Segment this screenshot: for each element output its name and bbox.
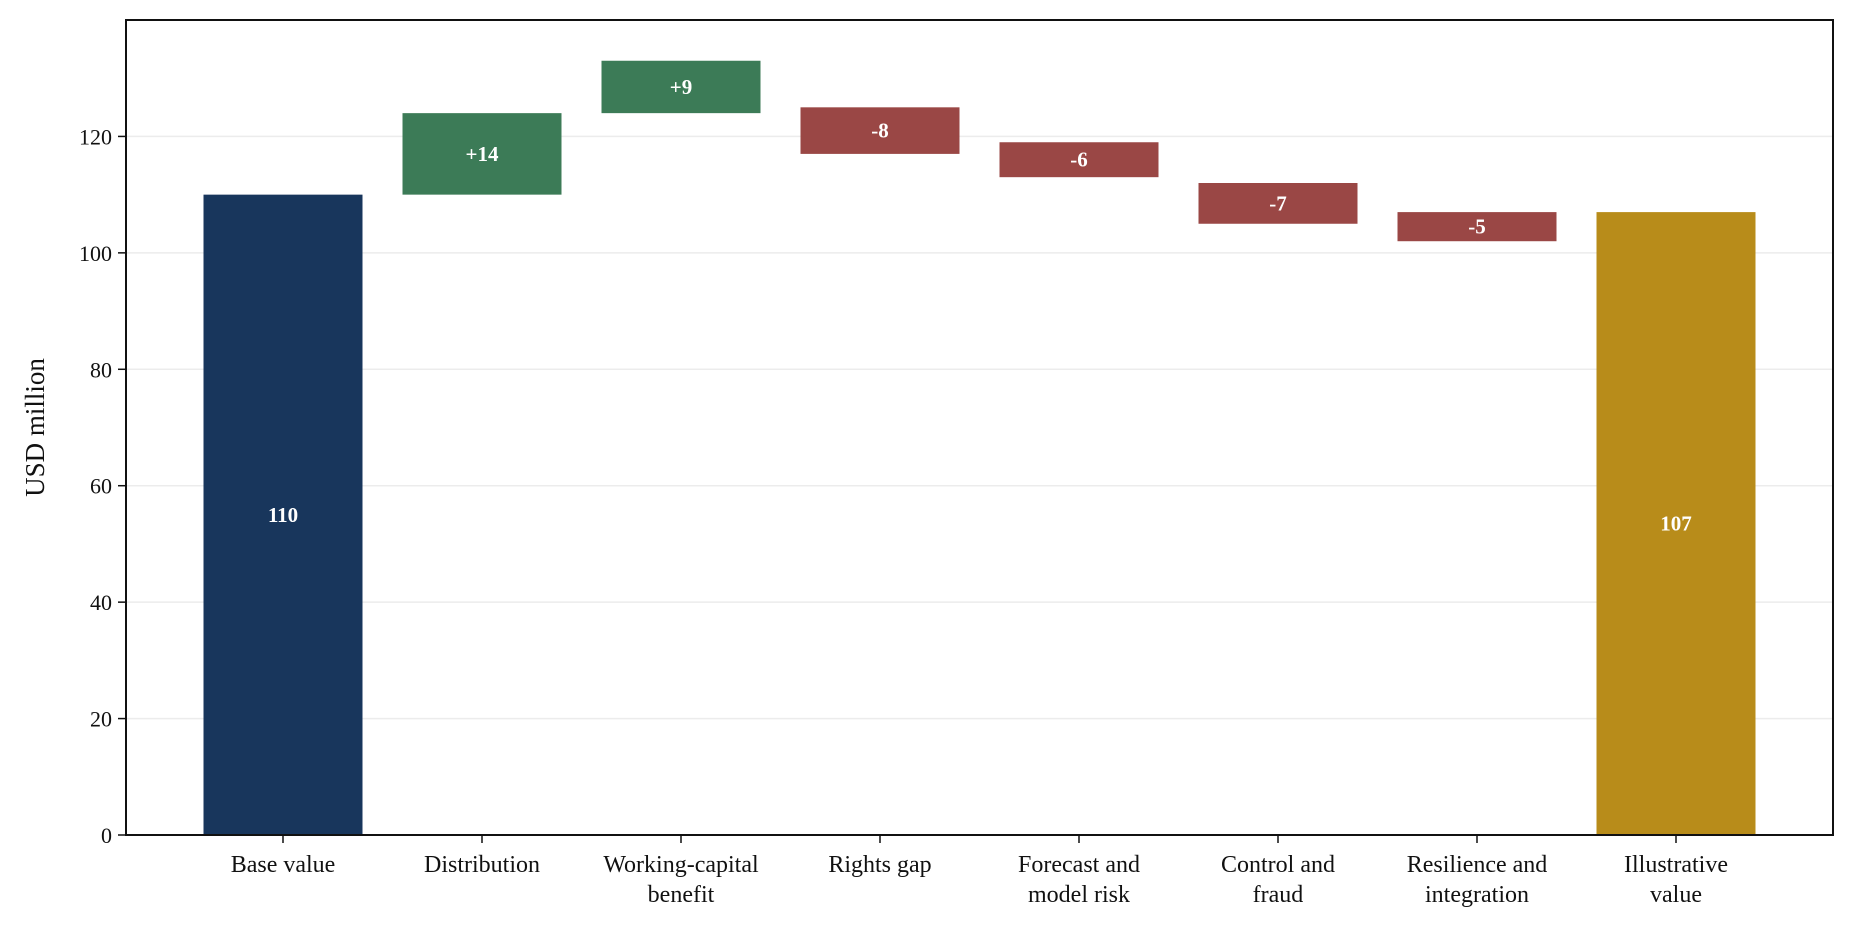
- x-tick-label-line: fraud: [1253, 882, 1304, 908]
- y-axis-title: USD million: [20, 358, 50, 497]
- y-tick-label: 120: [79, 124, 112, 149]
- bar-increase: [402, 113, 562, 195]
- bar-value-label: 110: [268, 503, 298, 527]
- bar-value-label: +14: [466, 142, 499, 166]
- bar-total: [203, 194, 363, 836]
- plot-frame: [125, 19, 1834, 836]
- x-tick-label-line: Control and: [1221, 852, 1335, 878]
- bar-value-label: -6: [1070, 148, 1088, 172]
- x-tick-label-line: Base value: [231, 852, 336, 878]
- plot-background: [126, 20, 1833, 835]
- y-tick-label: 0: [101, 823, 112, 848]
- x-tick-label-line: benefit: [648, 882, 715, 908]
- x-tick-label-line: Rights gap: [828, 852, 931, 878]
- y-axis: 0 20 40 60 80 100 120: [79, 124, 126, 848]
- bar-value-label: -8: [871, 119, 889, 143]
- y-tick-label: 20: [90, 707, 112, 732]
- x-tick-label-line: Working-capital: [603, 852, 759, 878]
- bar-increase: [601, 60, 761, 114]
- x-tick-label-line: value: [1650, 882, 1702, 908]
- x-tick-label-line: Distribution: [424, 852, 540, 878]
- bar-final: [1596, 212, 1756, 835]
- x-tick-label-line: Forecast and: [1018, 852, 1140, 878]
- bars: 110 +14 +9 -8 -6 -7 -5 107: [203, 60, 1756, 836]
- bar-value-label: +9: [670, 75, 692, 99]
- bar-decrease: [800, 107, 960, 154]
- bar-decrease: [999, 142, 1159, 178]
- y-tick-label: 100: [79, 241, 112, 266]
- x-tick-label-line: integration: [1425, 882, 1529, 908]
- x-tick-label: Distribution: [424, 852, 540, 878]
- x-tick-label: Forecast and model risk: [1018, 852, 1140, 908]
- bar-value-label: -7: [1269, 191, 1287, 215]
- x-tick-label: Resilience and integration: [1407, 852, 1548, 908]
- bar-value-label: 107: [1660, 512, 1692, 536]
- x-tick-label: Control and fraud: [1221, 852, 1335, 908]
- bar-decrease: [1198, 183, 1358, 224]
- y-tick-label: 80: [90, 357, 112, 382]
- x-tick-label-line: Illustrative: [1624, 852, 1728, 878]
- y-tick-label: 40: [90, 590, 112, 615]
- x-tick-label-line: Resilience and: [1407, 852, 1548, 878]
- y-tick-label: 60: [90, 474, 112, 499]
- x-tick-label: Rights gap: [828, 852, 931, 878]
- bar-value-label: -5: [1468, 215, 1486, 239]
- x-tick-label-line: model risk: [1028, 882, 1130, 908]
- x-axis: Base value Distribution Working-capital ben…: [231, 835, 1728, 908]
- x-tick-label: Working-capital benefit: [603, 852, 759, 908]
- bar-decrease: [1397, 212, 1557, 242]
- x-tick-label: Base value: [231, 852, 336, 878]
- x-tick-label: Illustrative value: [1624, 852, 1728, 908]
